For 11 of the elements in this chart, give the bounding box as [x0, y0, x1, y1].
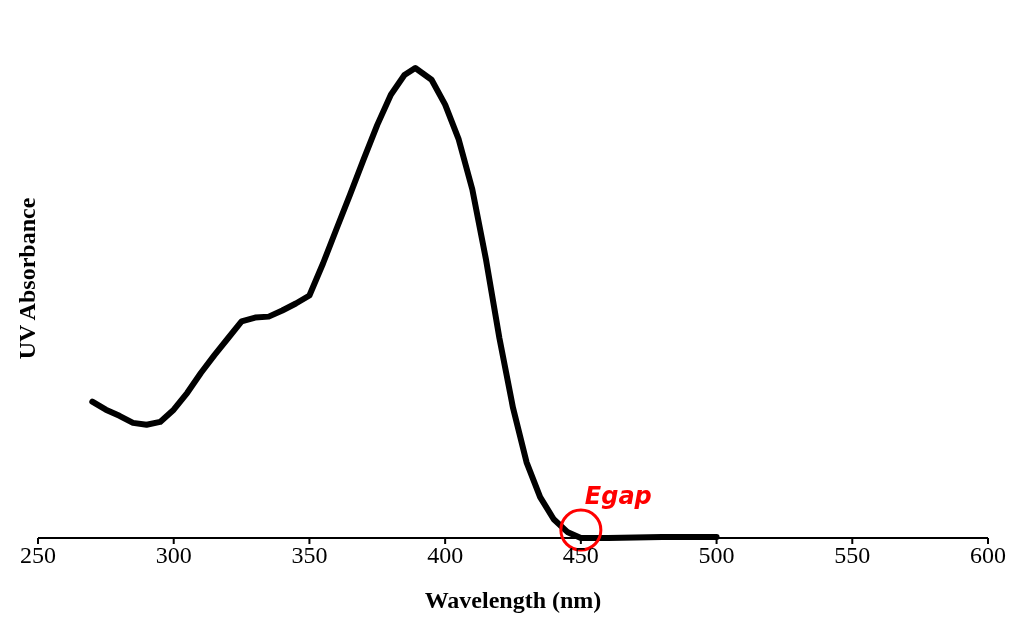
x-tick-label: 600	[970, 542, 1006, 569]
annotation: Egap	[584, 482, 652, 510]
x-tick-label: 400	[427, 542, 464, 569]
y-axis-title: UV Absorbance	[14, 197, 42, 359]
x-tick-label: 350	[291, 542, 328, 569]
x-axis-title: Wavelength (nm)	[424, 587, 602, 613]
x-tick-label: 250	[20, 542, 56, 569]
x-tick-label: 300	[155, 542, 192, 569]
x-tick-label: 500	[698, 542, 735, 569]
x-tick-label: 450	[562, 542, 599, 569]
x-tick-label: 550	[834, 542, 871, 569]
